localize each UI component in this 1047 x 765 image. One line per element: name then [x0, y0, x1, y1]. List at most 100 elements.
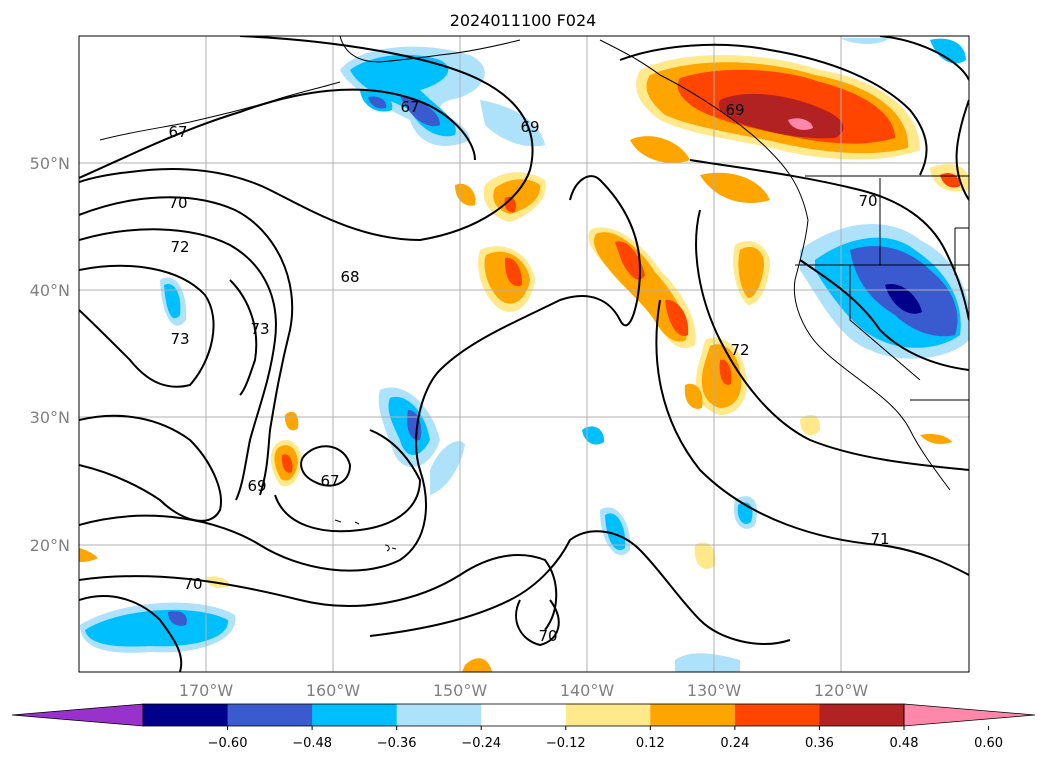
- lon-label: 160°W: [306, 681, 361, 700]
- contour-72-east: [695, 209, 969, 471]
- pos-blob-bc-coast-peak: [788, 118, 813, 130]
- neg-blob-south-1-core: [605, 513, 626, 551]
- neg-blob-southwest-deep: [168, 610, 187, 626]
- neg-blob-bottom-east: [675, 653, 740, 672]
- pos-blob-far-west: [79, 548, 98, 562]
- pos-blob-south-east-2: [694, 542, 716, 569]
- contour-label: 69: [725, 101, 744, 119]
- pos-blob-offshore-2: [700, 172, 770, 203]
- neg-blob-southwest-core: [85, 609, 229, 647]
- colorbar-segment: [650, 704, 736, 726]
- pos-blob-east-30n: [684, 383, 703, 409]
- pos-blob-east-35n-strong: [719, 359, 732, 385]
- contour-bottom-mid: [369, 530, 791, 645]
- contour-label: 67: [400, 98, 419, 116]
- pos-blob-west-28n-strong: [281, 454, 293, 473]
- pos-blob-mid-45n-strong: [504, 196, 516, 213]
- colorbar-tick-label: 0.48: [890, 736, 919, 751]
- contour-east-4: [879, 36, 969, 201]
- contour-label: 71: [870, 530, 889, 548]
- pos-blob-diag-40n-mid: [594, 232, 687, 342]
- hawaii-islands: [334, 519, 397, 552]
- colorbar-tick-label: 0.12: [636, 736, 665, 751]
- contour-label: 68: [340, 268, 359, 286]
- neg-blob-central-diag: [430, 441, 465, 495]
- contour-label: 70: [538, 627, 557, 645]
- contour-70-south: [79, 554, 558, 631]
- colorbar-segment: [227, 704, 313, 726]
- lon-label: 150°W: [433, 681, 488, 700]
- lat-label: 20°N: [30, 536, 70, 555]
- pos-blob-mid-40n-core: [484, 251, 530, 304]
- contour-68: [79, 175, 642, 572]
- contour-70-bottom-loop: [515, 599, 560, 647]
- contour-label: 73: [170, 330, 189, 348]
- colorbar-tick-label: 0.60: [974, 736, 1003, 751]
- lon-label: 120°W: [814, 681, 869, 700]
- contour-label: 73: [250, 320, 269, 338]
- contour-label: 67: [168, 123, 187, 141]
- contour-73-left: [79, 264, 215, 388]
- contour-label: 69: [247, 477, 266, 495]
- height-contours: [79, 36, 969, 672]
- colorbar-extend-low: [11, 703, 144, 727]
- contour-label: 67: [320, 472, 339, 490]
- colorbar-tick-label: 0.36: [805, 736, 834, 751]
- pos-blob-west-33n: [284, 411, 299, 431]
- pos-blob-offshore-1: [630, 136, 690, 164]
- lat-label: 40°N: [30, 281, 70, 300]
- colorbar-segment: [481, 704, 567, 726]
- us-west-coast: [793, 219, 951, 491]
- neg-blob-california-deep: [885, 284, 922, 314]
- neg-blob-west-40n-core: [164, 284, 181, 319]
- map-body: 67 67 69 69 70 70 70 70 72 72 73 73 68 6…: [79, 36, 969, 672]
- contour-east-1: [619, 43, 928, 176]
- contour-69-south: [274, 429, 422, 533]
- state-border-3: [849, 265, 921, 381]
- neg-blob-mid-east: [582, 426, 605, 445]
- lon-label: 130°W: [687, 681, 742, 700]
- pos-blob-mid-40n-strong: [504, 257, 522, 287]
- contour-73-right: [229, 279, 258, 396]
- contour-70-south-west: [79, 414, 222, 522]
- state-border-4: [954, 227, 969, 275]
- pos-blob-offshore-3-core: [940, 173, 960, 188]
- contour-labels: 67 67 69 69 70 70 70 70 72 72 73 73 68 6…: [168, 98, 889, 645]
- contour-label: 69: [520, 118, 539, 136]
- coastlines: [99, 36, 969, 552]
- contour-label: 70: [858, 192, 877, 210]
- map-frame: [78, 35, 970, 673]
- latitude-axis: 50°N 40°N 30°N 20°N: [30, 154, 70, 555]
- pos-blob-diag-40n-strong: [615, 241, 645, 280]
- colorbar-tick-label: 0.24: [720, 736, 749, 751]
- colorbar-segment: [819, 704, 905, 726]
- contour-69-north: [79, 36, 534, 242]
- positive-anomaly-shading: [79, 55, 969, 672]
- contour-east-2: [689, 159, 969, 321]
- map-title: 2024011100 F024: [450, 11, 597, 30]
- contour-72: [79, 228, 277, 501]
- graticule: [79, 36, 969, 672]
- colorbar-tick-label: −0.12: [546, 736, 586, 751]
- contour-label: 72: [170, 238, 189, 256]
- contour-67-north: [79, 88, 476, 179]
- contour-label: 70: [183, 575, 202, 593]
- colorbar-segment: [396, 704, 482, 726]
- colorbar-segment: [734, 704, 820, 726]
- colorbar-tick-label: −0.60: [208, 736, 248, 751]
- pos-blob-diag-40n-strong-2: [665, 299, 689, 336]
- colorbar: −0.60 −0.48 −0.36 −0.24 −0.12 0.12 0.24 0.36 0.4…: [11, 703, 1036, 751]
- colorbar-segment: [565, 704, 651, 726]
- contour-71: [655, 299, 969, 576]
- pos-blob-far-east-30n: [920, 433, 952, 444]
- neg-blob-gulf-east: [480, 100, 545, 147]
- lat-label: 50°N: [30, 154, 70, 173]
- lon-label: 140°W: [560, 681, 615, 700]
- contour-70-north: [79, 196, 294, 496]
- colorbar-tick-label: −0.24: [461, 736, 501, 751]
- colorbar-extend-high: [903, 703, 1036, 727]
- colorbar-tick-label: −0.48: [292, 736, 332, 751]
- aleutian-chain: [99, 81, 341, 141]
- contour-bottom-left: [79, 595, 183, 672]
- pos-blob-east-40n-core: [738, 246, 765, 298]
